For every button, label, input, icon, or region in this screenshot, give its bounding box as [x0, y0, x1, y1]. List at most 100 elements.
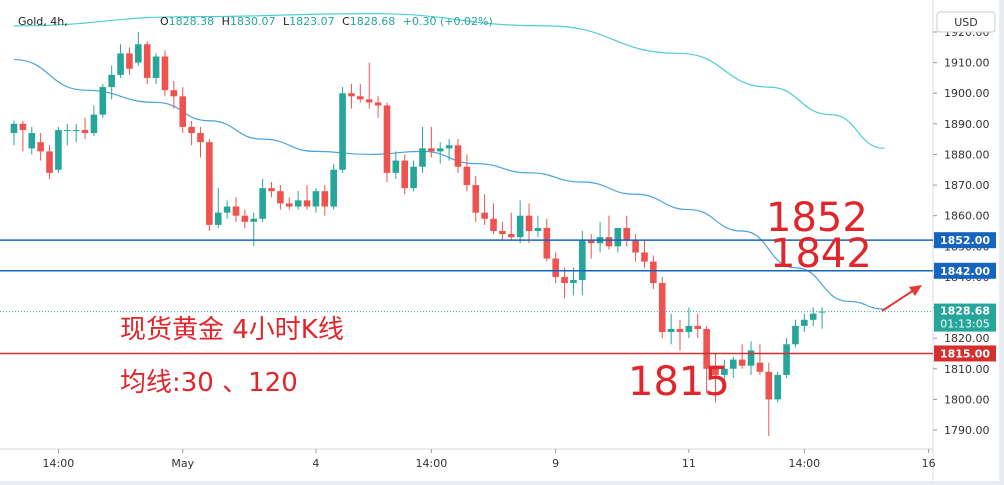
x-tick-label: 16 [922, 457, 936, 470]
x-tick-label: 14:00 [788, 457, 820, 470]
open-label: O [160, 15, 169, 28]
candle [676, 319, 684, 351]
high-label: H [222, 15, 230, 28]
bottom-scroll-edge [0, 481, 1004, 485]
candle [756, 344, 764, 375]
y-tick-label: 1820.00 [944, 332, 990, 345]
candle [463, 154, 471, 192]
candle [579, 231, 586, 296]
candle [721, 359, 728, 385]
candles [10, 32, 826, 437]
candle [46, 145, 53, 179]
candle [570, 267, 577, 296]
last-price-value: 1828.68 [940, 305, 990, 318]
candle [809, 307, 817, 326]
x-tick-label: 4 [312, 457, 319, 470]
candle [312, 188, 320, 213]
close-value: 1828.68 [350, 15, 396, 28]
candle [792, 319, 799, 348]
candle [436, 142, 444, 164]
tag-1852: 1852.00 [934, 232, 996, 249]
candle [117, 44, 124, 78]
x-tick-label: 14:00 [416, 457, 448, 470]
candle [685, 307, 693, 339]
candle [738, 344, 746, 369]
annotation-1852: 1852 [766, 195, 868, 241]
ohlc-legend: Gold, 4h, O1828.38 H1830.07 L1823.07 C18… [18, 15, 493, 28]
candle [303, 185, 311, 210]
candle [285, 197, 293, 210]
candle [81, 117, 89, 140]
currency-label: USD [954, 16, 978, 29]
y-tick-label: 1880.00 [944, 148, 990, 161]
candle [516, 200, 524, 244]
y-tick-label: 1810.00 [944, 363, 990, 376]
candle [507, 212, 515, 241]
y-tick-label: 1800.00 [944, 393, 990, 406]
candle [694, 313, 702, 339]
candle [428, 126, 435, 158]
candle [37, 133, 44, 161]
candle [801, 313, 808, 333]
candle [712, 353, 719, 403]
candle [499, 221, 506, 241]
candle [90, 105, 98, 137]
candle [703, 325, 710, 394]
candle [525, 203, 533, 244]
low-value: 1823.07 [289, 15, 335, 28]
y-tick-label: 1860.00 [944, 210, 990, 223]
candle [561, 267, 568, 299]
candle [294, 191, 302, 210]
candle [419, 126, 426, 173]
candle [552, 252, 559, 284]
y-tick-label: 1910.00 [944, 57, 990, 70]
candle [667, 313, 675, 345]
candle [72, 123, 80, 143]
candle [277, 185, 284, 210]
candle [321, 185, 329, 216]
candle [490, 203, 497, 235]
tag-1815-value: 1815.00 [940, 347, 990, 360]
candle [658, 276, 666, 339]
x-tick-label: May [171, 457, 194, 470]
candle [206, 139, 213, 231]
candle [170, 80, 178, 109]
candle [330, 163, 337, 210]
ma30-line [13, 58, 885, 310]
ohlc-text: O1828.38 H1830.07 L1823.07 C1828.68 +0.3… [160, 15, 493, 28]
candle [454, 139, 462, 173]
candle [19, 120, 27, 152]
candle [765, 362, 773, 437]
candle [401, 154, 409, 195]
candle [10, 120, 18, 146]
last-price-tag: 1828.68 01:13:05 [934, 303, 996, 332]
candle [152, 53, 160, 85]
candle [348, 84, 355, 109]
symbol-label: Gold, 4h, [18, 15, 68, 28]
y-tick-label: 1870.00 [944, 179, 990, 192]
candle [99, 84, 107, 118]
candle [383, 102, 391, 183]
candle [587, 234, 595, 259]
candle [223, 200, 231, 219]
right-scroll-edge [999, 0, 1004, 485]
x-tick-label: 11 [682, 457, 696, 470]
y-tick-label: 1890.00 [944, 118, 990, 131]
candle [747, 341, 755, 375]
currency-button[interactable]: USD [936, 11, 996, 33]
annotation-ma: 均线:30 、120 [120, 368, 298, 398]
annotation-title: 现货黄金 4小时K线 [120, 315, 344, 345]
candle [339, 87, 346, 173]
candle [605, 215, 613, 250]
countdown-value: 01:13:05 [940, 318, 989, 331]
candle [188, 120, 195, 146]
up-arrow-icon [881, 285, 922, 312]
x-tick-label: 9 [552, 457, 559, 470]
candle [623, 215, 631, 247]
candle [28, 126, 36, 155]
candle [268, 182, 275, 198]
change-value: +0.30 (+0.02%) [403, 15, 493, 28]
